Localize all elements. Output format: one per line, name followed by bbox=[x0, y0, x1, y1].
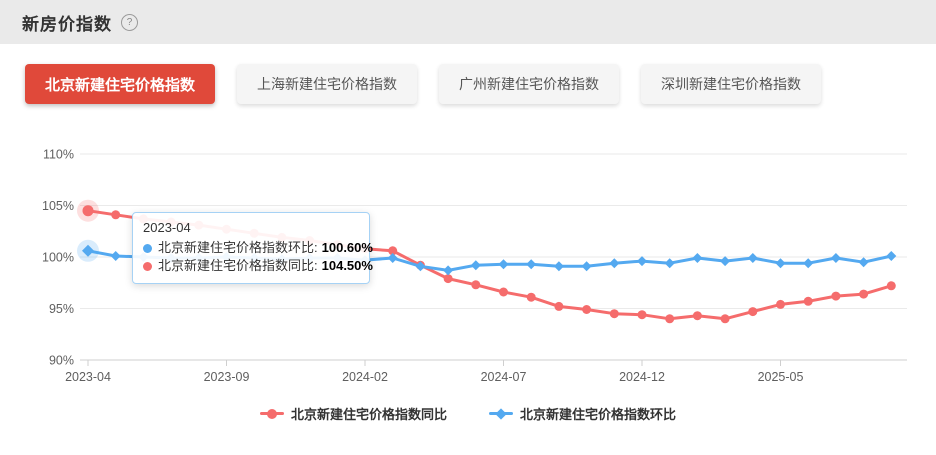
tooltip-mom-value: 100.60% bbox=[321, 240, 373, 255]
x-axis-ticks-labels: 2023-04 2023-09 2024-02 2024-07 2024-12 2025-… bbox=[65, 360, 803, 384]
svg-text:2024-12: 2024-12 bbox=[619, 370, 665, 384]
mom-line-marker-icon bbox=[489, 407, 513, 420]
legend-yoy-label: 北京新建住宅价格指数同比 bbox=[290, 407, 447, 422]
tab-beijing-index[interactable]: 北京新建住宅价格指数 bbox=[25, 64, 216, 104]
svg-text:100%: 100% bbox=[42, 251, 74, 265]
tooltip-row-mom: 北京新建住宅价格指数环比: 100.60% bbox=[143, 239, 373, 257]
svg-text:2024-02: 2024-02 bbox=[342, 370, 388, 384]
svg-text:2024-07: 2024-07 bbox=[481, 370, 527, 384]
chart-tooltip: 2023-04 北京新建住宅价格指数环比: 100.60% 北京新建住宅价格指数… bbox=[132, 212, 373, 284]
svg-text:2023-09: 2023-09 bbox=[204, 370, 250, 384]
svg-text:2025-05: 2025-05 bbox=[758, 370, 804, 384]
yoy-dot-icon bbox=[143, 261, 152, 271]
svg-text:95%: 95% bbox=[49, 302, 74, 316]
help-question-icon[interactable]: ? bbox=[121, 13, 138, 31]
city-tabs: 北京新建住宅价格指数 上海新建住宅价格指数 广州新建住宅价格指数 深圳新建住宅价… bbox=[25, 64, 822, 104]
tab-shenzhen-index[interactable]: 深圳新建住宅价格指数 bbox=[641, 64, 822, 104]
page-title: 新房价指数 bbox=[22, 14, 112, 34]
chart-legend: 北京新建住宅价格指数同比 北京新建住宅价格指数环比 bbox=[0, 404, 936, 423]
y-axis-labels: 110% 105% 100% 95% 90% bbox=[42, 148, 74, 368]
panel-header: 新房价指数 ? bbox=[0, 0, 936, 44]
tooltip-yoy-label: 北京新建住宅价格指数同比: bbox=[158, 258, 318, 273]
mom-dot-icon bbox=[143, 243, 152, 253]
tooltip-mom-label: 北京新建住宅价格指数环比: bbox=[158, 240, 318, 255]
legend-item-mom[interactable]: 北京新建住宅价格指数环比 bbox=[489, 404, 676, 423]
tooltip-yoy-value: 104.50% bbox=[321, 258, 373, 273]
tooltip-row-yoy: 北京新建住宅价格指数同比: 104.50% bbox=[143, 257, 373, 275]
legend-mom-label: 北京新建住宅价格指数环比 bbox=[520, 407, 677, 422]
svg-text:110%: 110% bbox=[43, 148, 74, 162]
svg-text:105%: 105% bbox=[42, 199, 74, 213]
tab-shanghai-index[interactable]: 上海新建住宅价格指数 bbox=[237, 64, 418, 104]
tooltip-date: 2023-04 bbox=[143, 220, 191, 235]
svg-text:90%: 90% bbox=[49, 354, 74, 368]
legend-item-yoy[interactable]: 北京新建住宅价格指数同比 bbox=[259, 404, 447, 423]
tab-guangzhou-index[interactable]: 广州新建住宅价格指数 bbox=[439, 64, 620, 104]
yoy-line-marker-icon bbox=[259, 408, 284, 419]
svg-text:2023-04: 2023-04 bbox=[65, 370, 111, 384]
